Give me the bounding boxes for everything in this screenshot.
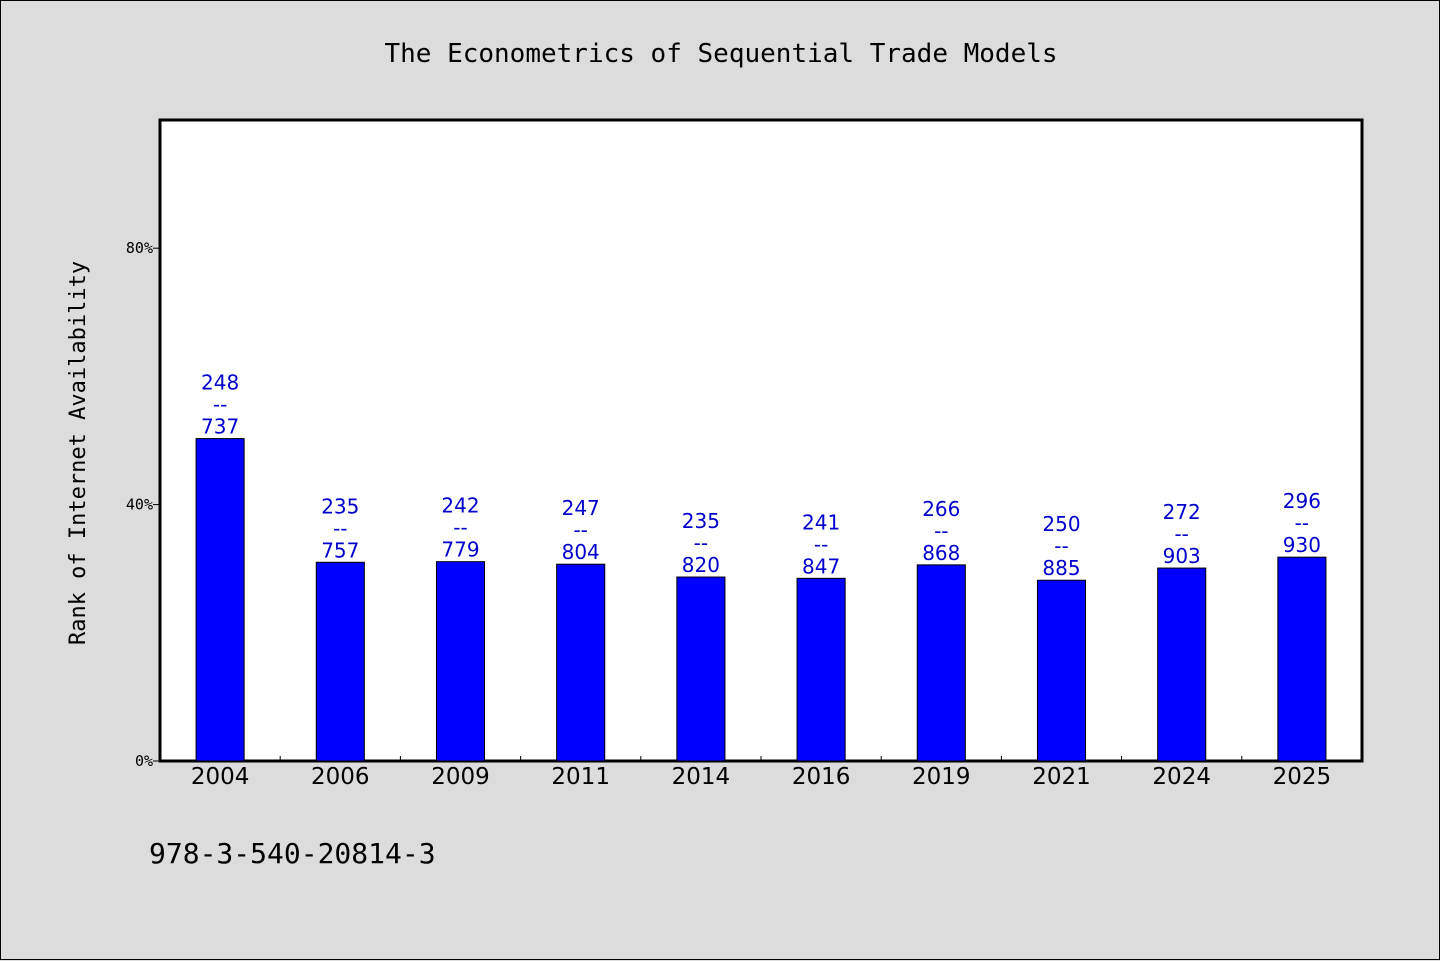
y-tick-label: 0% — [135, 752, 153, 770]
y-tick-label: 80% — [126, 239, 153, 257]
bar-label-sep-2016: -- — [814, 532, 828, 556]
x-tick-label-2019: 2019 — [912, 764, 971, 790]
x-tick-label-2024: 2024 — [1152, 764, 1211, 790]
bar-label-sep-2019: -- — [934, 519, 948, 543]
bar-label-sep-2021: -- — [1054, 534, 1068, 558]
x-tick-label-2006: 2006 — [311, 764, 370, 790]
bar-label-top-2011: 247 — [562, 496, 600, 520]
bar-2014 — [676, 576, 726, 762]
bar-label-sep-2004: -- — [213, 393, 227, 417]
bar-label-bottom-2025: 930 — [1283, 533, 1321, 557]
bar-label-sep-2025: -- — [1295, 511, 1309, 535]
bar-label-top-2024: 272 — [1163, 500, 1201, 524]
bar-label-bottom-2019: 868 — [922, 541, 960, 565]
bar-label-sep-2014: -- — [694, 531, 708, 555]
bar-label-sep-2006: -- — [333, 516, 347, 540]
x-tick-label-2009: 2009 — [431, 764, 490, 790]
bars-layer — [195, 438, 1327, 762]
bar-2004 — [195, 438, 245, 762]
x-tick-label-2011: 2011 — [551, 764, 610, 790]
chart-title: The Econometrics of Sequential Trade Mod… — [384, 39, 1057, 69]
bar-2016 — [796, 577, 846, 762]
bar-labels-layer: 248--737235--757242--779247--804235--820… — [201, 371, 1321, 581]
bar-label-bottom-2011: 804 — [562, 540, 600, 564]
bar-2006 — [315, 561, 365, 762]
bar-2025 — [1277, 556, 1327, 762]
bar-label-top-2014: 235 — [682, 509, 720, 533]
bar-label-bottom-2014: 820 — [682, 553, 720, 577]
bar-label-top-2019: 266 — [922, 497, 960, 521]
bar-label-bottom-2006: 757 — [321, 538, 359, 562]
bar-2009 — [435, 561, 486, 762]
bar-2021 — [1036, 579, 1087, 762]
bar-label-bottom-2009: 779 — [441, 538, 479, 562]
bar-label-top-2016: 241 — [802, 510, 840, 534]
bar-label-top-2004: 248 — [201, 371, 239, 395]
x-tick-label-2025: 2025 — [1273, 764, 1332, 790]
x-tick-label-2021: 2021 — [1032, 764, 1091, 790]
y-axis-title: Rank of Internet Availability — [66, 261, 91, 645]
bar-label-bottom-2004: 737 — [201, 415, 239, 439]
x-tick-label-2004: 2004 — [191, 764, 250, 790]
bar-label-bottom-2021: 885 — [1042, 556, 1080, 580]
bar-label-sep-2024: -- — [1174, 522, 1188, 546]
y-axis: 0% 40% 80% — [126, 239, 160, 770]
bar-label-top-2009: 242 — [441, 494, 479, 518]
isbn-note: 978-3-540-20814-3 — [149, 837, 436, 870]
bar-2011 — [556, 563, 606, 762]
bar-label-top-2021: 250 — [1042, 512, 1080, 536]
bar-label-top-2006: 235 — [321, 494, 359, 518]
bar-label-bottom-2024: 903 — [1163, 544, 1201, 568]
x-tick-label-2014: 2014 — [672, 764, 731, 790]
bar-label-top-2025: 296 — [1283, 489, 1321, 513]
bar-2019 — [916, 564, 966, 762]
bar-label-sep-2011: -- — [573, 518, 587, 542]
bar-label-sep-2009: -- — [453, 516, 467, 540]
bar-label-bottom-2016: 847 — [802, 554, 840, 578]
bar-2024 — [1157, 567, 1207, 762]
y-tick-label: 40% — [126, 496, 153, 514]
x-axis: 2004 2006 2009 2011 2014 2016 2019 2021 2024 2025 — [191, 756, 1331, 790]
x-tick-label-2016: 2016 — [792, 764, 851, 790]
